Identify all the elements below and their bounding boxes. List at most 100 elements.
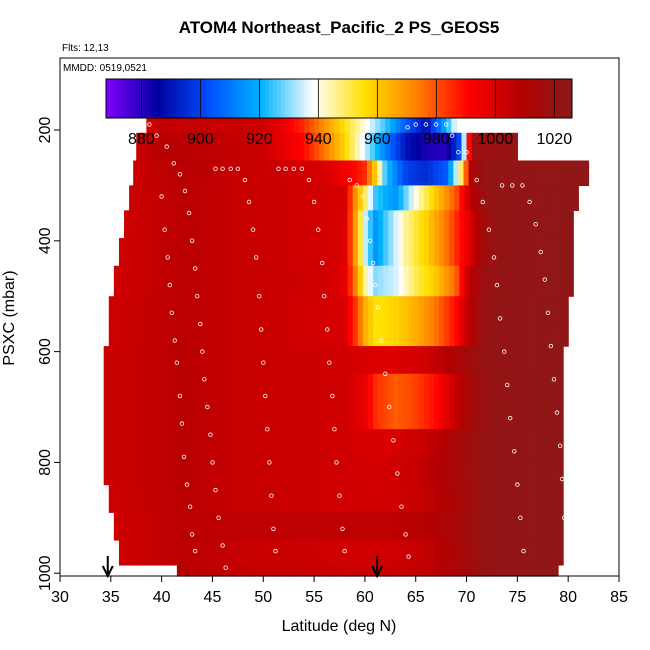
heat-cell: [369, 564, 376, 577]
heat-cell: [407, 160, 414, 187]
heat-cell: [266, 238, 272, 267]
heat-cell: [357, 512, 364, 541]
heat-cell: [303, 116, 310, 134]
heat-cell: [205, 512, 212, 541]
heat-cell: [357, 401, 364, 430]
heat-cell: [398, 346, 405, 375]
heat-cell: [200, 321, 206, 347]
track-point: [200, 349, 205, 354]
heat-cell: [322, 539, 328, 566]
heat-cell: [509, 160, 515, 187]
heat-cell: [352, 238, 359, 267]
heat-cell: [200, 401, 206, 430]
heat-cell: [263, 116, 269, 134]
heat-cell: [271, 512, 278, 541]
heat-cell: [220, 265, 227, 297]
heat-cell: [415, 132, 422, 162]
track-point: [177, 393, 183, 399]
colorbar-segment: [307, 79, 313, 118]
heat-cell: [153, 160, 160, 187]
heat-cell: [434, 512, 440, 541]
heat-cell: [190, 321, 196, 347]
heat-cell: [378, 185, 384, 211]
track-point: [491, 255, 497, 260]
heat-cell: [398, 185, 405, 211]
heat-cell: [449, 429, 455, 458]
heat-cell: [545, 484, 552, 513]
heat-cell: [256, 265, 262, 297]
track-point: [205, 404, 210, 410]
heat-cell: [469, 539, 476, 566]
heat-cell: [245, 185, 252, 211]
heat-cell: [550, 321, 557, 347]
heat-cell: [164, 429, 171, 458]
heat-cell: [113, 429, 120, 458]
track-point: [360, 194, 366, 199]
heat-cell: [169, 321, 176, 347]
heat-cell: [464, 512, 471, 541]
heat-cell: [398, 373, 405, 403]
heat-cell: [240, 185, 247, 211]
heat-cell: [124, 346, 130, 375]
heat-cell: [134, 429, 140, 458]
heat-cell: [479, 346, 486, 375]
heat-cell: [261, 539, 267, 566]
heat-cell: [276, 373, 283, 403]
heat-cell: [525, 401, 532, 430]
colorbar-segment: [424, 79, 429, 118]
heat-cell: [361, 160, 368, 187]
track-point: [267, 460, 272, 465]
heat-cell: [159, 401, 166, 430]
heat-cell: [408, 296, 415, 322]
heat-cell: [540, 456, 547, 486]
heat-cell: [484, 401, 491, 430]
heat-cell: [342, 265, 349, 297]
heat-cell: [286, 185, 293, 211]
heat-cell: [479, 539, 486, 566]
heat-cell: [337, 456, 344, 486]
heat-cell: [139, 265, 145, 297]
heat-cell: [185, 265, 191, 297]
heat-cell: [444, 321, 450, 347]
heat-cell: [530, 484, 537, 513]
track-point: [395, 471, 400, 476]
heat-cell: [537, 564, 544, 577]
heat-cell: [124, 321, 130, 347]
colorbar-segment: [129, 79, 134, 118]
heat-cell: [402, 160, 409, 187]
heat-cell: [245, 321, 252, 347]
heat-cell: [357, 456, 364, 486]
heat-cell: [357, 265, 364, 297]
heat-cell: [113, 296, 120, 322]
heat-cell: [443, 160, 449, 187]
heat-cell: [220, 296, 227, 322]
heat-cell: [403, 373, 410, 403]
heat-cell: [242, 564, 249, 577]
heat-cell: [148, 160, 155, 187]
heat-cell: [139, 401, 145, 430]
heat-cell: [319, 132, 325, 162]
heat-cell: [295, 160, 302, 187]
heat-cell: [459, 456, 466, 486]
heat-cell: [393, 512, 400, 541]
track-point: [379, 338, 384, 343]
heat-cell: [176, 132, 183, 162]
heat-cell: [139, 210, 145, 239]
heat-cell: [395, 564, 402, 577]
heat-cell: [251, 539, 257, 566]
heat-cell: [413, 401, 420, 430]
chart-title: ATOM4 Northeast_Pacific_2 PS_GEOS5: [179, 18, 500, 37]
heat-cell: [444, 401, 450, 430]
heat-cell: [317, 238, 323, 267]
heat-cell: [362, 321, 369, 347]
heat-cell: [344, 132, 351, 162]
heat-cell: [332, 373, 339, 403]
heat-cell: [291, 296, 298, 322]
heat-cell: [174, 296, 181, 322]
y-tick-label: 600: [37, 338, 54, 365]
heat-cell: [520, 484, 527, 513]
heat-cell: [118, 401, 125, 430]
heat-cell: [525, 373, 532, 403]
heat-cell: [408, 238, 415, 267]
heat-cell: [149, 265, 156, 297]
